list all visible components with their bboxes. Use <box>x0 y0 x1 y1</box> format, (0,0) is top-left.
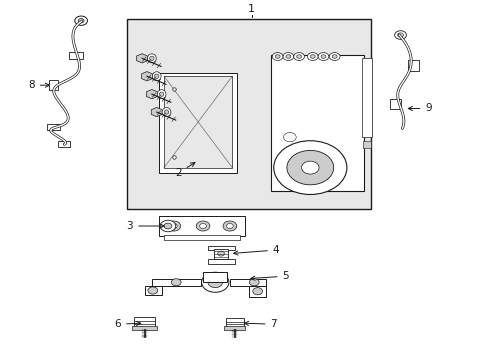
Ellipse shape <box>154 74 159 78</box>
Polygon shape <box>229 279 266 286</box>
Bar <box>362 108 370 116</box>
Bar <box>132 326 157 329</box>
Circle shape <box>394 31 406 39</box>
Bar <box>362 141 370 148</box>
Bar <box>127 19 370 209</box>
Bar <box>163 235 239 240</box>
Text: 3: 3 <box>126 221 164 231</box>
Ellipse shape <box>149 56 154 60</box>
Circle shape <box>272 53 283 60</box>
Bar <box>69 52 83 59</box>
Bar <box>225 318 243 327</box>
Text: 5: 5 <box>250 271 289 281</box>
Bar <box>271 55 363 191</box>
Circle shape <box>199 224 206 229</box>
Bar <box>207 259 234 264</box>
Circle shape <box>171 279 181 286</box>
Circle shape <box>283 132 296 142</box>
Bar <box>207 246 234 250</box>
Polygon shape <box>249 286 266 297</box>
Text: 4: 4 <box>233 245 279 255</box>
Text: 2: 2 <box>175 162 195 178</box>
Polygon shape <box>151 107 162 117</box>
Bar <box>361 58 371 137</box>
Bar <box>49 80 58 90</box>
Bar <box>224 326 245 329</box>
Circle shape <box>293 53 304 60</box>
Circle shape <box>273 141 346 194</box>
Bar <box>362 123 370 130</box>
Circle shape <box>285 55 290 58</box>
Text: 7: 7 <box>244 319 277 329</box>
Text: 8: 8 <box>28 80 49 90</box>
Circle shape <box>283 53 293 60</box>
Bar <box>362 66 370 73</box>
Circle shape <box>75 16 87 25</box>
Bar <box>163 76 232 168</box>
Circle shape <box>318 53 328 60</box>
Bar <box>213 249 228 259</box>
Circle shape <box>252 288 262 295</box>
Circle shape <box>196 221 209 231</box>
Polygon shape <box>144 286 161 295</box>
Bar <box>407 60 418 71</box>
Circle shape <box>329 53 339 60</box>
Circle shape <box>166 221 180 231</box>
Circle shape <box>286 150 333 185</box>
Bar <box>46 124 60 130</box>
Circle shape <box>331 55 336 58</box>
Circle shape <box>321 55 325 58</box>
Polygon shape <box>203 271 227 282</box>
Bar <box>58 141 70 147</box>
Bar <box>362 94 370 101</box>
Circle shape <box>223 221 236 231</box>
Polygon shape <box>141 72 152 81</box>
Circle shape <box>310 55 315 58</box>
Ellipse shape <box>162 108 170 117</box>
Bar <box>159 73 237 173</box>
Ellipse shape <box>152 72 161 81</box>
Circle shape <box>301 161 319 174</box>
Text: 1: 1 <box>248 4 255 14</box>
Circle shape <box>78 19 84 23</box>
Circle shape <box>397 33 403 37</box>
Polygon shape <box>136 54 147 63</box>
Circle shape <box>207 277 222 288</box>
Circle shape <box>226 224 233 229</box>
Circle shape <box>296 55 301 58</box>
Ellipse shape <box>147 54 156 63</box>
Circle shape <box>163 223 171 229</box>
Bar <box>134 318 155 327</box>
Ellipse shape <box>157 90 165 99</box>
Circle shape <box>160 220 175 232</box>
Text: 9: 9 <box>407 103 431 113</box>
Circle shape <box>249 279 259 286</box>
Bar <box>362 80 370 87</box>
Circle shape <box>307 53 318 60</box>
Circle shape <box>170 224 177 229</box>
Circle shape <box>217 251 224 256</box>
Text: 6: 6 <box>114 319 141 329</box>
Circle shape <box>148 287 158 294</box>
Ellipse shape <box>159 92 163 96</box>
Circle shape <box>201 272 228 292</box>
Ellipse shape <box>164 110 168 114</box>
Bar <box>159 216 244 236</box>
Polygon shape <box>146 90 157 99</box>
Circle shape <box>275 55 280 58</box>
Polygon shape <box>152 279 200 286</box>
Bar <box>389 99 400 109</box>
